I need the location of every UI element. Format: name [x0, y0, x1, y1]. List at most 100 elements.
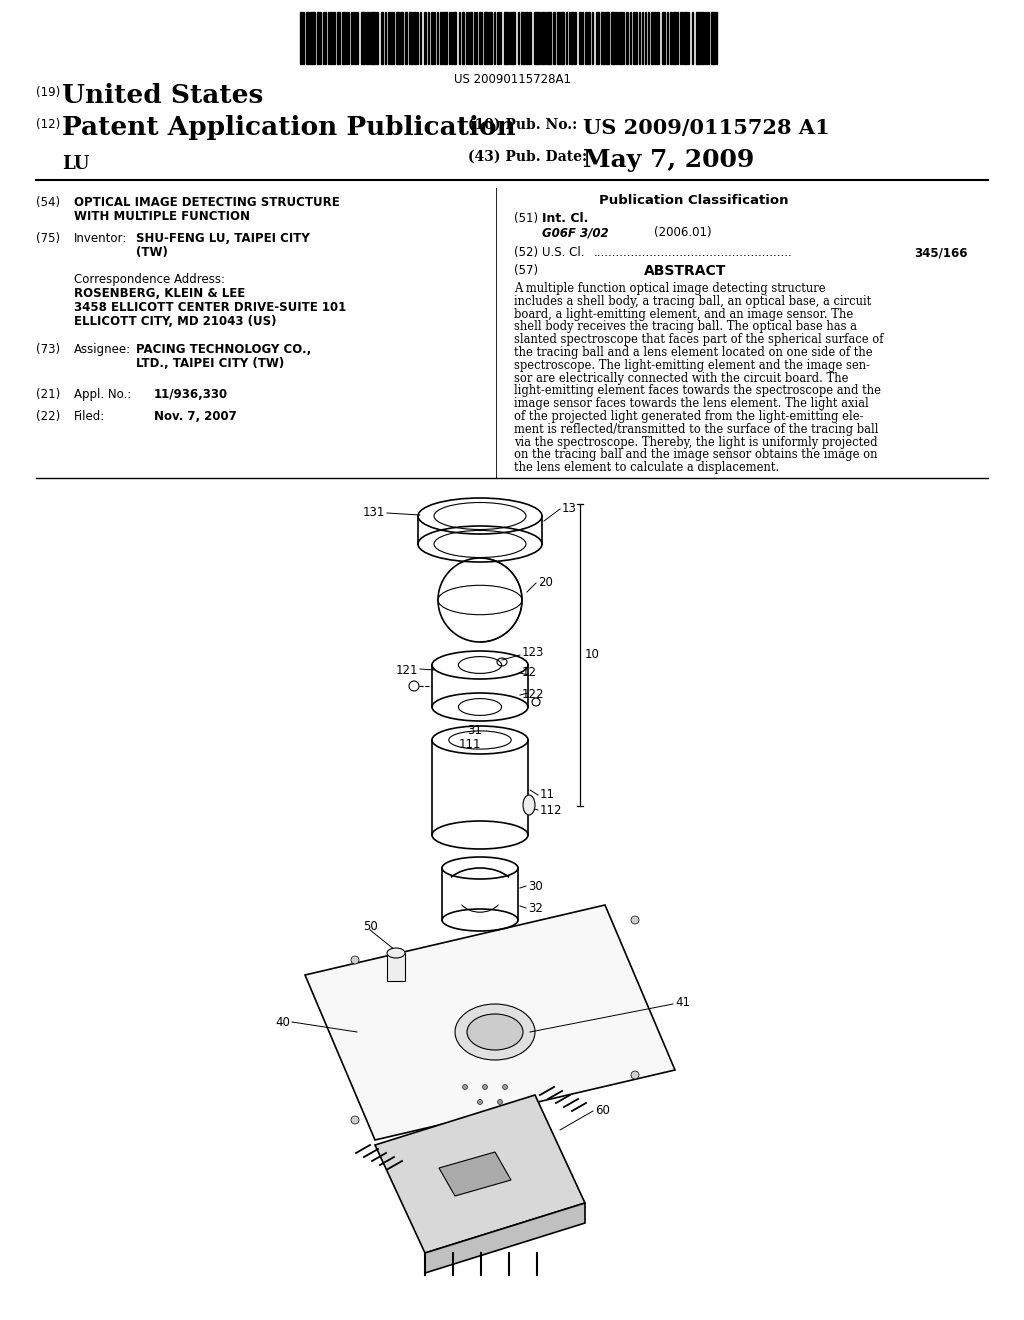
Text: 111: 111	[459, 738, 481, 751]
Bar	[547, 12, 551, 63]
Bar	[333, 12, 335, 63]
Bar	[657, 12, 659, 63]
Text: slanted spectroscope that faces part of the spherical surface of: slanted spectroscope that faces part of …	[514, 333, 884, 346]
Bar	[654, 12, 656, 63]
Bar	[673, 12, 676, 63]
Text: on the tracing ball and the image sensor obtains the image on: on the tracing ball and the image sensor…	[514, 449, 878, 462]
Circle shape	[477, 1100, 482, 1105]
Ellipse shape	[467, 1014, 523, 1049]
Bar	[366, 12, 368, 63]
Text: 131: 131	[362, 506, 385, 519]
Bar	[504, 12, 508, 63]
Bar	[620, 12, 622, 63]
Text: 122: 122	[522, 689, 545, 701]
Text: PACING TECHNOLOGY CO.,: PACING TECHNOLOGY CO.,	[136, 343, 311, 356]
Bar	[579, 12, 581, 63]
Text: (51): (51)	[514, 213, 539, 224]
Bar	[529, 12, 531, 63]
Bar	[626, 12, 628, 63]
Circle shape	[498, 1100, 503, 1105]
Text: (73): (73)	[36, 343, 60, 356]
Bar	[711, 12, 715, 63]
Text: (10) Pub. No.:: (10) Pub. No.:	[468, 117, 578, 132]
Text: (TW): (TW)	[136, 246, 168, 259]
Bar	[525, 12, 528, 63]
Text: May 7, 2009: May 7, 2009	[583, 148, 755, 172]
Bar	[396, 12, 400, 63]
Bar	[371, 12, 375, 63]
Text: A multiple function optical image detecting structure: A multiple function optical image detect…	[514, 282, 825, 294]
Bar	[670, 12, 672, 63]
Bar	[470, 12, 472, 63]
Text: the tracing ball and a lens element located on one side of the: the tracing ball and a lens element loca…	[514, 346, 872, 359]
Text: 112: 112	[540, 804, 562, 817]
Bar	[317, 12, 319, 63]
Bar	[310, 12, 315, 63]
Text: WITH MULTIPLE FUNCTION: WITH MULTIPLE FUNCTION	[74, 210, 250, 223]
Bar	[462, 12, 464, 63]
Circle shape	[503, 1085, 508, 1089]
Text: 30: 30	[528, 879, 543, 892]
Text: Patent Application Publication: Patent Application Publication	[62, 115, 516, 140]
Text: US 2009/0115728 A1: US 2009/0115728 A1	[583, 117, 829, 139]
Text: Appl. No.:: Appl. No.:	[74, 388, 131, 401]
Bar	[401, 12, 403, 63]
Text: shell body receives the tracing ball. The optical base has a: shell body receives the tracing ball. Th…	[514, 321, 857, 334]
Text: Int. Cl.: Int. Cl.	[542, 213, 589, 224]
Bar	[585, 12, 587, 63]
Text: 10: 10	[585, 648, 600, 661]
Text: 31: 31	[468, 723, 482, 737]
Circle shape	[351, 956, 359, 964]
Text: 41: 41	[675, 995, 690, 1008]
Text: G06F 3/02: G06F 3/02	[542, 226, 608, 239]
Bar	[534, 12, 539, 63]
Text: LTD., TAIPEI CITY (TW): LTD., TAIPEI CITY (TW)	[136, 356, 285, 370]
Text: (22): (22)	[36, 411, 60, 422]
Polygon shape	[305, 906, 675, 1140]
Bar	[696, 12, 700, 63]
Text: (19): (19)	[36, 86, 60, 99]
Text: (75): (75)	[36, 232, 60, 246]
Text: Filed:: Filed:	[74, 411, 105, 422]
Text: (54): (54)	[36, 195, 60, 209]
Bar	[453, 12, 456, 63]
Bar	[409, 12, 412, 63]
Text: includes a shell body, a tracing ball, an optical base, a circuit: includes a shell body, a tracing ball, a…	[514, 294, 871, 308]
Text: 40: 40	[275, 1015, 290, 1028]
Bar	[553, 12, 555, 63]
Bar	[571, 12, 573, 63]
Text: the lens element to calculate a displacement.: the lens element to calculate a displace…	[514, 461, 779, 474]
Circle shape	[482, 1085, 487, 1089]
Bar	[431, 12, 433, 63]
Bar	[300, 12, 302, 63]
Bar	[588, 12, 590, 63]
Text: 11/936,330: 11/936,330	[154, 388, 228, 401]
Text: of the projected light generated from the light-emitting ele-: of the projected light generated from th…	[514, 411, 863, 422]
Text: Correspondence Address:: Correspondence Address:	[74, 273, 225, 286]
Bar	[361, 12, 365, 63]
Bar	[388, 12, 390, 63]
Bar	[633, 12, 637, 63]
Bar	[497, 12, 499, 63]
Text: OPTICAL IMAGE DETECTING STRUCTURE: OPTICAL IMAGE DETECTING STRUCTURE	[74, 195, 340, 209]
Text: 50: 50	[362, 920, 378, 932]
Circle shape	[631, 916, 639, 924]
Bar	[651, 12, 653, 63]
Polygon shape	[439, 1152, 511, 1196]
Bar	[376, 12, 378, 63]
Text: (52): (52)	[514, 246, 539, 259]
Bar	[479, 12, 482, 63]
Bar	[684, 12, 687, 63]
Bar	[701, 12, 703, 63]
Text: 13: 13	[562, 502, 577, 515]
Bar	[511, 12, 515, 63]
Polygon shape	[425, 1203, 585, 1272]
Text: sor are electrically connected with the circuit board. The: sor are electrically connected with the …	[514, 372, 849, 384]
Text: via the spectroscope. Thereby, the light is uniformly projected: via the spectroscope. Thereby, the light…	[514, 436, 878, 449]
Bar	[443, 12, 447, 63]
Text: ment is reflected/transmitted to the surface of the tracing ball: ment is reflected/transmitted to the sur…	[514, 422, 879, 436]
Text: Publication Classification: Publication Classification	[599, 194, 788, 207]
Text: ROSENBERG, KLEIN & LEE: ROSENBERG, KLEIN & LEE	[74, 286, 246, 300]
Text: 20: 20	[538, 576, 553, 589]
Circle shape	[631, 1071, 639, 1078]
